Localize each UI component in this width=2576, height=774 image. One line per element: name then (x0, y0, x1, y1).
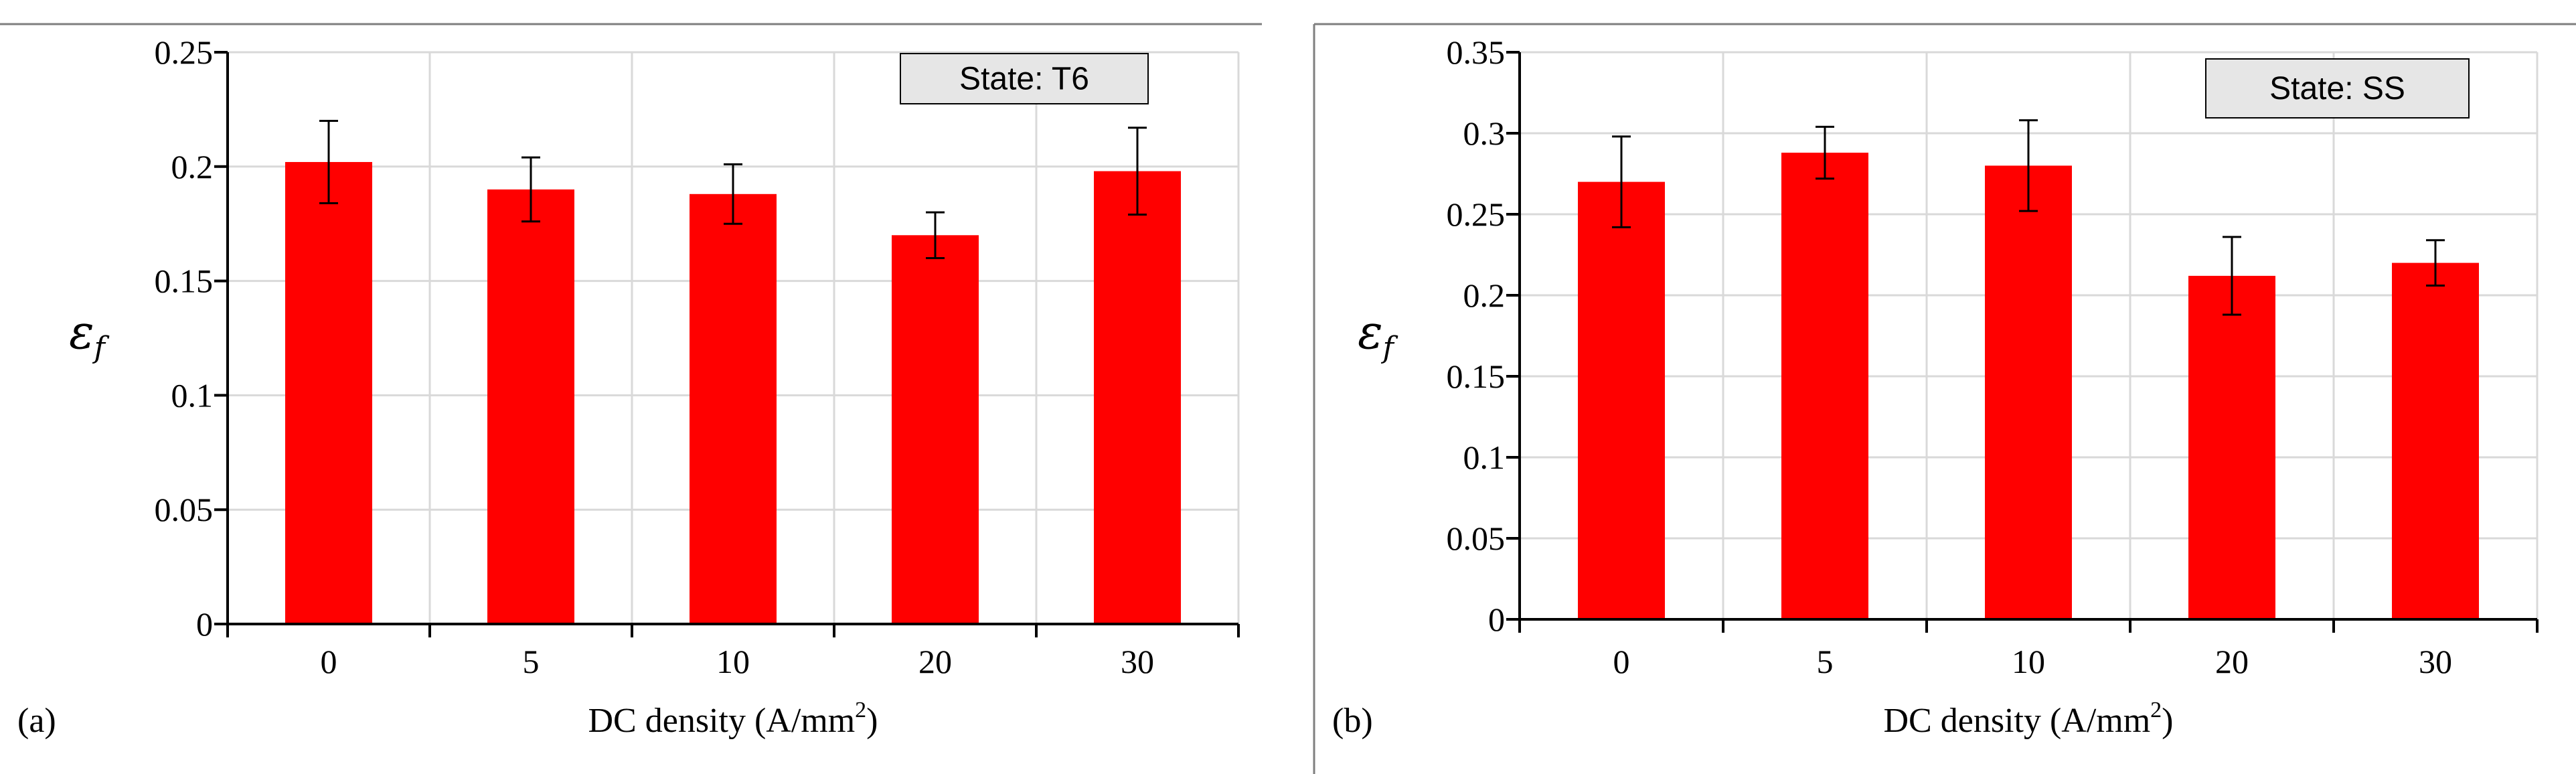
bar (1578, 181, 1665, 620)
legend-box (2205, 58, 2470, 119)
x-tick-label: 5 (523, 643, 540, 680)
y-axis-title-sub: f (1381, 331, 1398, 365)
panel-label: (b) (1332, 702, 1373, 740)
y-axis-title: εf (69, 305, 110, 365)
x-axis-title: DC density (A/mm2) (1884, 698, 2174, 740)
y-tick-label: 0.25 (155, 33, 214, 71)
legend-text: State: T6 (959, 62, 1089, 97)
bar (690, 194, 777, 624)
y-tick-label: 0.15 (1447, 358, 1506, 395)
bar (2188, 275, 2275, 620)
panel-label: (a) (17, 702, 56, 740)
x-tick-label: 20 (2215, 643, 2249, 680)
x-axis-title-sup: 2 (855, 698, 866, 722)
x-tick-label: 30 (2419, 643, 2452, 680)
y-tick-label: 0.2 (1463, 277, 1506, 314)
x-tick-label: 5 (1817, 643, 1834, 680)
y-tick-label: 0.15 (155, 262, 214, 300)
x-tick-label: 10 (716, 643, 750, 680)
y-axis-title-main: ε (1358, 305, 1383, 360)
x-axis-title-tail: ) (2162, 702, 2173, 740)
y-tick-label: 0 (1488, 601, 1505, 638)
chart-panel-a: 0 0.05 0.1 0.15 0.2 0.25 0 5 10 20 30 DC density (A… (17, 33, 1240, 740)
bar (2392, 262, 2479, 620)
y-axis-title: εf (1358, 305, 1398, 365)
y-tick-label: 0 (196, 605, 213, 643)
x-axis-title-main: DC density (A/mm (588, 702, 856, 740)
y-tick-label: 0.3 (1463, 114, 1506, 152)
y-tick-label: 0.35 (1447, 33, 1506, 71)
x-axis-title-sup: 2 (2150, 698, 2162, 722)
y-tick-label: 0.25 (1447, 196, 1506, 233)
x-axis-title: DC density (A/mm2) (588, 698, 878, 740)
x-tick-label: 10 (2012, 643, 2045, 680)
x-tick-label: 0 (1613, 643, 1630, 680)
y-axis-title-sub: f (92, 331, 110, 365)
bar (487, 189, 574, 625)
bar (1781, 153, 1868, 620)
bar (892, 235, 979, 624)
chart-panel-b: 0 0.05 0.1 0.15 0.2 0.25 0.3 0.35 0 5 10 20 30 DC den… (1332, 33, 2539, 740)
x-axis-title-main: DC density (A/mm (1884, 702, 2151, 740)
y-tick-label: 0.1 (1463, 439, 1506, 476)
bar (1094, 171, 1181, 624)
x-tick-label: 0 (321, 643, 337, 680)
x-tick-label: 20 (918, 643, 952, 680)
bar (285, 161, 372, 624)
x-axis-title-tail: ) (866, 702, 878, 740)
legend-box (900, 53, 1149, 104)
bar (1985, 165, 2072, 619)
y-tick-label: 0.1 (171, 376, 214, 414)
y-tick-label: 0.05 (1447, 520, 1506, 557)
legend-text: State: SS (2269, 71, 2405, 106)
y-tick-label: 0.05 (155, 491, 214, 528)
y-axis-title-main: ε (69, 305, 94, 360)
y-tick-label: 0.2 (171, 148, 214, 185)
x-tick-label: 30 (1121, 643, 1154, 680)
